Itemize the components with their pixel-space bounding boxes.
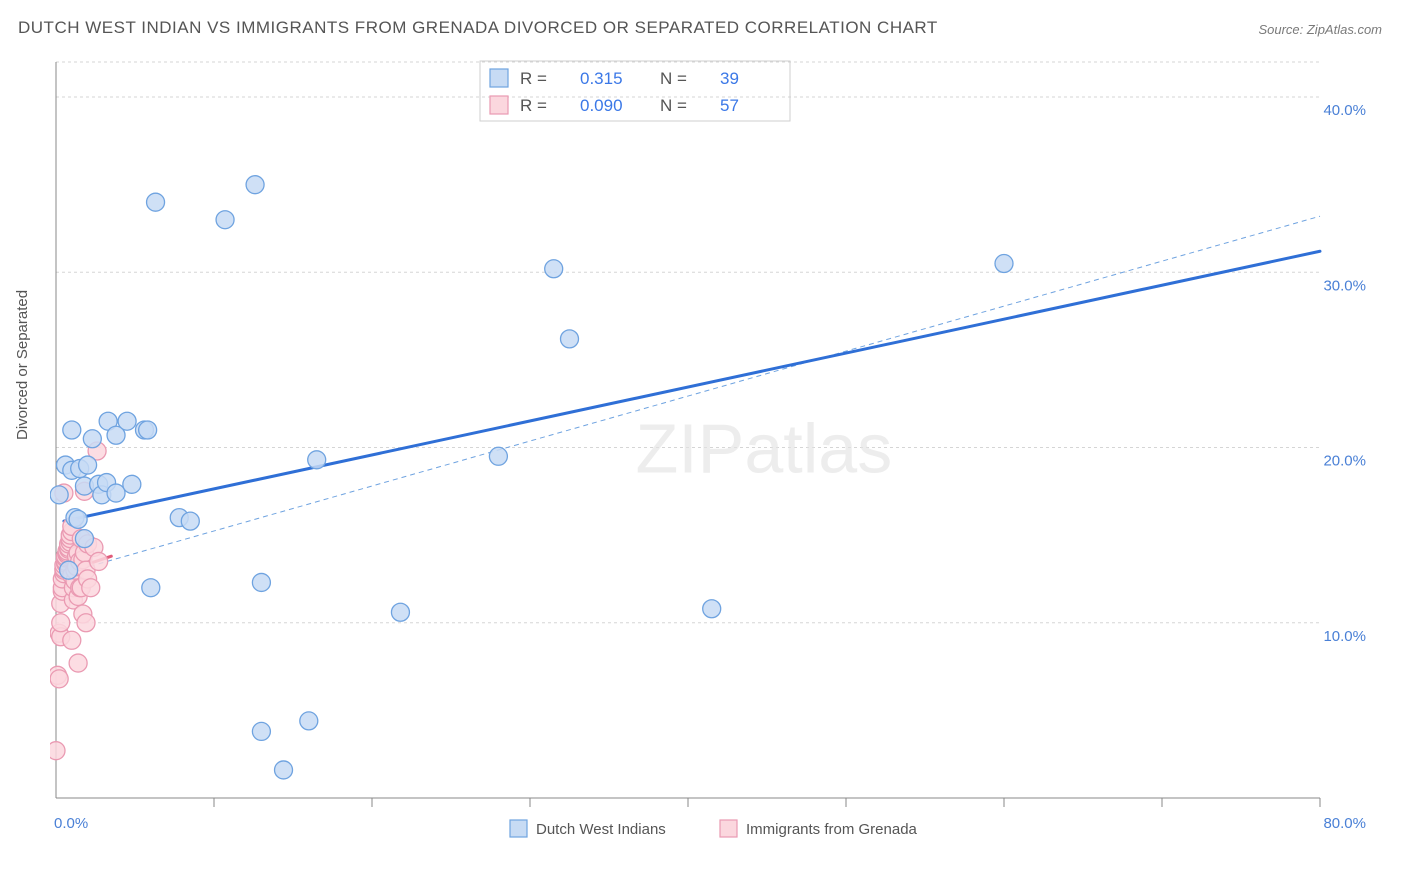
y-tick-label: 40.0% [1323,102,1366,119]
data-point [90,552,108,570]
legend-r-value: 0.090 [580,96,623,115]
data-point [52,614,70,632]
y-axis-label: Divorced or Separated [14,290,31,440]
legend-r-value: 0.315 [580,69,623,88]
legend-n-label: N = [660,69,687,88]
watermark: ZIPatlas [635,410,892,488]
data-point [60,561,78,579]
data-point [216,211,234,229]
legend-r-label: R = [520,69,547,88]
data-point [77,614,95,632]
data-point [181,512,199,530]
ci-line [64,216,1320,573]
data-point [300,712,318,730]
data-point [308,451,326,469]
data-point [82,579,100,597]
data-point [83,430,101,448]
legend-n-value: 57 [720,96,739,115]
bottom-legend-label: Dutch West Indians [536,821,666,838]
x-end-label: 80.0% [1323,815,1366,832]
y-tick-label: 10.0% [1323,628,1366,645]
data-point [50,670,68,688]
chart-title: DUTCH WEST INDIAN VS IMMIGRANTS FROM GRE… [18,18,938,38]
bottom-legend-label: Immigrants from Grenada [746,821,918,838]
data-point [561,330,579,348]
data-point [69,510,87,528]
data-point [63,421,81,439]
x-start-label: 0.0% [54,815,88,832]
legend-r-label: R = [520,96,547,115]
data-point [142,579,160,597]
data-point [123,475,141,493]
legend-swatch [490,96,508,114]
data-point [118,412,136,430]
data-point [107,484,125,502]
data-point [50,742,65,760]
data-point [75,530,93,548]
data-point [246,176,264,194]
data-point [489,447,507,465]
data-point [391,603,409,621]
data-point [69,654,87,672]
bottom-legend-swatch [720,820,737,837]
y-tick-label: 20.0% [1323,453,1366,470]
data-point [147,193,165,211]
scatter-plot: 10.0%20.0%30.0%40.0%0.0%80.0%ZIPatlasR =… [50,58,1380,828]
source-attribution: Source: ZipAtlas.com [1258,22,1382,37]
data-point [50,486,68,504]
legend-swatch [490,69,508,87]
data-point [63,631,81,649]
data-point [139,421,157,439]
data-point [703,600,721,618]
legend-n-label: N = [660,96,687,115]
legend-n-value: 39 [720,69,739,88]
data-point [275,761,293,779]
bottom-legend-swatch [510,820,527,837]
y-tick-label: 30.0% [1323,277,1366,294]
data-point [252,722,270,740]
data-point [79,456,97,474]
data-point [545,260,563,278]
data-point [995,255,1013,273]
data-point [252,573,270,591]
